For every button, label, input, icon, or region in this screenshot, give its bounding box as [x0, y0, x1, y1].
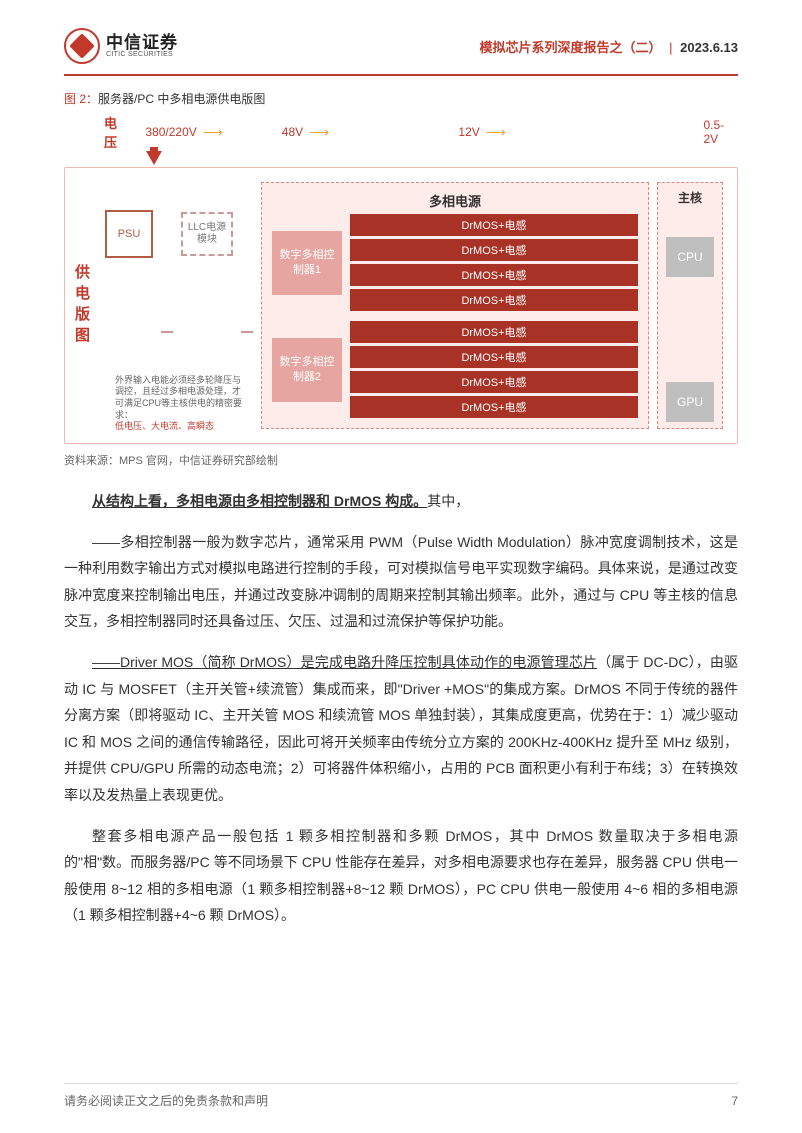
side-label: 供电版图 — [71, 264, 92, 348]
down-arrow-icon — [146, 151, 162, 165]
psu-box: PSU — [105, 210, 153, 258]
p3-underline: ——Driver MOS（简称 DrMOS）是完成电路升降压控制具体动作的电源管… — [92, 654, 597, 670]
drmos-box: DrMOS+电感 — [350, 289, 638, 311]
annotation-text: 外界输入电能必须经多轮降压与调控，且经过多相电源处理，才可满足CPU等主核供电的… — [115, 375, 242, 420]
paragraph-3: ——Driver MOS（简称 DrMOS）是完成电路升降压控制具体动作的电源管… — [64, 649, 738, 809]
diagram-box: 供电版图 PSU LLC电源模块 多相电源 数字多相控制器1 DrMOS+电感 … — [64, 167, 738, 444]
logo-text-en: CITIC SECURITIES — [106, 51, 178, 58]
drmos-box: DrMOS+电感 — [350, 321, 638, 343]
controller-group-1: 数字多相控制器1 DrMOS+电感 DrMOS+电感 DrMOS+电感 DrMO… — [272, 214, 638, 311]
p1-lead: 从结构上看，多相电源由多相控制器和 DrMOS 构成。 — [92, 493, 427, 509]
page-footer: 请务必阅读正文之后的免责条款和声明 7 — [64, 1083, 738, 1109]
p1-rest: 其中， — [427, 493, 469, 509]
arrow-icon: ⟶ — [309, 124, 329, 141]
p3-rest: （属于 DC-DC），由驱动 IC 与 MOSFET（主开关管+续流管）集成而来… — [64, 654, 738, 803]
voltage-0: 380/220V — [145, 125, 196, 139]
gpu-box: GPU — [666, 382, 714, 422]
figure-caption: 图 2：服务器/PC 中多相电源供电版图 — [64, 90, 738, 107]
voltage-label: 电压 — [104, 113, 129, 151]
cpu-box: CPU — [666, 237, 714, 277]
controller-2: 数字多相控制器2 — [272, 338, 342, 402]
report-date: 2023.6.13 — [680, 40, 738, 55]
drmos-box: DrMOS+电感 — [350, 346, 638, 368]
multiphase-block: 多相电源 数字多相控制器1 DrMOS+电感 DrMOS+电感 DrMOS+电感… — [261, 182, 649, 429]
drmos-box: DrMOS+电感 — [350, 264, 638, 286]
arrow-icon: ⟶ — [486, 124, 506, 141]
paragraph-4: 整套多相电源产品一般包括 1 颗多相控制器和多颗 DrMOS，其中 DrMOS … — [64, 823, 738, 929]
logo-icon — [64, 28, 100, 64]
drmos-box: DrMOS+电感 — [350, 396, 638, 418]
drmos-column-1: DrMOS+电感 DrMOS+电感 DrMOS+电感 DrMOS+电感 — [350, 214, 638, 311]
drmos-box: DrMOS+电感 — [350, 214, 638, 236]
drmos-box: DrMOS+电感 — [350, 239, 638, 261]
separator: | — [669, 40, 672, 55]
multiphase-title: 多相电源 — [272, 191, 638, 210]
page-number: 7 — [731, 1094, 738, 1108]
body-text: 从结构上看，多相电源由多相控制器和 DrMOS 构成。其中， ——多相控制器一般… — [64, 488, 738, 929]
figure-source: 资料来源：MPS 官网，中信证券研究部绘制 — [64, 452, 738, 468]
series-title: 模拟芯片系列深度报告之（二） — [480, 40, 662, 55]
voltage-1: 48V — [282, 125, 303, 139]
controller-group-2: 数字多相控制器2 DrMOS+电感 DrMOS+电感 DrMOS+电感 DrMO… — [272, 321, 638, 418]
figure-caption-text: 服务器/PC 中多相电源供电版图 — [98, 92, 265, 106]
page-content: 图 2：服务器/PC 中多相电源供电版图 电压 380/220V ⟶ 48V ⟶… — [0, 90, 802, 929]
voltage-2: 12V — [458, 125, 479, 139]
annotation-highlight: 低电压、大电流、高瞬态 — [115, 421, 214, 431]
diagram: 电压 380/220V ⟶ 48V ⟶ 12V ⟶ 0.5-2V 供电版图 PS… — [64, 113, 738, 444]
voltage-scale: 电压 380/220V ⟶ 48V ⟶ 12V ⟶ 0.5-2V — [64, 113, 738, 153]
connector — [161, 331, 173, 333]
header-divider — [64, 74, 738, 76]
controller-1: 数字多相控制器1 — [272, 231, 342, 295]
drmos-box: DrMOS+电感 — [350, 371, 638, 393]
paragraph-1: 从结构上看，多相电源由多相控制器和 DrMOS 构成。其中， — [64, 488, 738, 515]
connector — [241, 331, 253, 333]
page-header: 中信证券 CITIC SECURITIES 模拟芯片系列深度报告之（二） | 2… — [0, 0, 802, 74]
header-title: 模拟芯片系列深度报告之（二） | 2023.6.13 — [480, 37, 739, 56]
drmos-column-2: DrMOS+电感 DrMOS+电感 DrMOS+电感 DrMOS+电感 — [350, 321, 638, 418]
diagram-annotation: 外界输入电能必须经多轮降压与调控，且经过多相电源处理，才可满足CPU等主核供电的… — [115, 375, 245, 433]
paragraph-2: ——多相控制器一般为数字芯片，通常采用 PWM（Pulse Width Modu… — [64, 529, 738, 635]
llc-box: LLC电源模块 — [181, 212, 233, 256]
voltage-3: 0.5-2V — [703, 118, 738, 146]
footer-disclaimer: 请务必阅读正文之后的免责条款和声明 — [64, 1092, 268, 1109]
logo: 中信证券 CITIC SECURITIES — [64, 28, 178, 64]
core-block: 主核 CPU GPU — [657, 182, 723, 429]
figure-prefix: 图 2： — [64, 92, 98, 106]
arrow-icon: ⟶ — [203, 124, 223, 141]
core-title: 主核 — [666, 189, 714, 206]
logo-text-cn: 中信证券 — [106, 34, 178, 51]
